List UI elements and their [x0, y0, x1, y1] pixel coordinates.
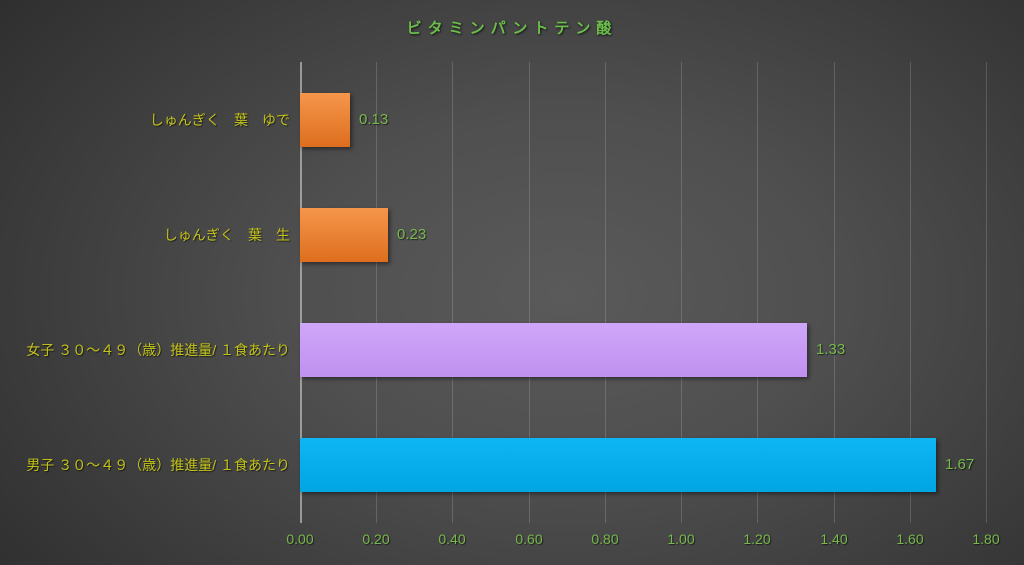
category-label-0: しゅんぎく 葉 ゆで	[149, 112, 290, 128]
value-label-2: 1.33	[816, 341, 846, 358]
x-axis-tick-label: 0.00	[286, 531, 314, 547]
gridline	[605, 62, 606, 523]
gridline	[834, 62, 835, 523]
value-label-3: 1.67	[945, 456, 975, 473]
plot-area	[300, 62, 987, 523]
gridline	[757, 62, 758, 523]
x-axis-tick-label: 0.60	[515, 531, 543, 547]
gridline	[910, 62, 911, 523]
bar-0	[300, 93, 350, 147]
gridline	[681, 62, 682, 523]
gridline	[376, 62, 377, 523]
gridline	[529, 62, 530, 523]
x-axis-tick-label: 0.20	[362, 531, 390, 547]
value-label-1: 0.23	[397, 226, 427, 243]
x-axis-tick-label: 1.80	[972, 531, 1000, 547]
category-label-2: 女子 ３０～４９（歳）推進量/ １食あたり	[26, 342, 290, 358]
gridline	[986, 62, 987, 523]
value-axis-line	[300, 62, 302, 523]
category-label-1: しゅんぎく 葉 生	[163, 227, 290, 243]
x-axis-tick-label: 0.40	[438, 531, 466, 547]
bar-1	[300, 208, 388, 262]
value-label-0: 0.13	[359, 111, 389, 128]
chart-title: ビタミンパントテン酸	[406, 20, 618, 37]
bar-3	[300, 438, 936, 492]
x-axis-tick-label: 1.00	[667, 531, 695, 547]
gridline	[452, 62, 453, 523]
x-axis-tick-label: 0.80	[591, 531, 619, 547]
x-axis-tick-label: 1.40	[820, 531, 848, 547]
x-axis-tick-label: 1.20	[743, 531, 771, 547]
category-label-3: 男子 ３０～４９（歳）推進量/ １食あたり	[26, 457, 290, 473]
x-axis-tick-label: 1.60	[896, 531, 924, 547]
bar-2	[300, 323, 807, 377]
